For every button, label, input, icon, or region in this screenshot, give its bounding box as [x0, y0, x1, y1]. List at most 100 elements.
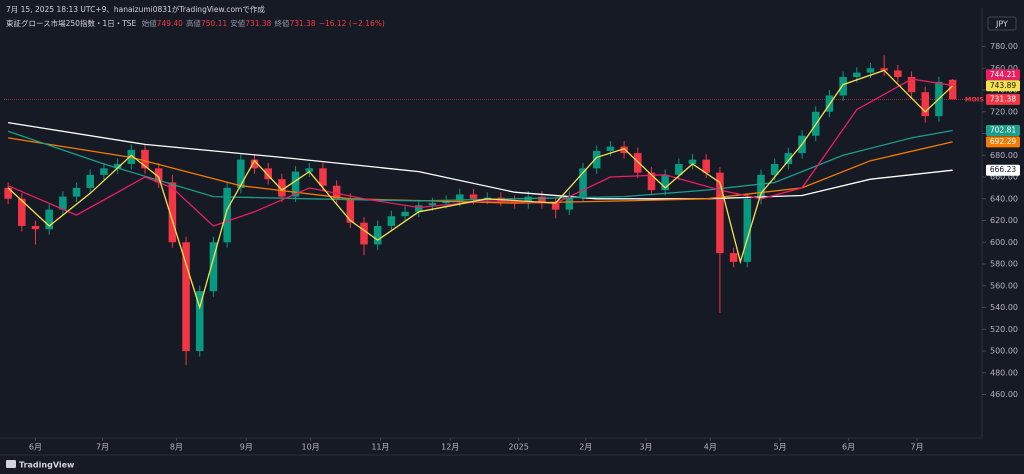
caption: 7月 15, 2025 18:13 UTC+9、hanaizumi0831がTr…: [6, 5, 265, 14]
candle-body: [469, 194, 478, 199]
y-tick-label: 460.00: [990, 390, 1018, 399]
y-tick-label: 580.00: [990, 260, 1018, 269]
price-label: 692.29: [990, 137, 1016, 146]
y-tick-label: 480.00: [990, 368, 1018, 377]
candle-body: [743, 198, 752, 262]
price-label: 702.81: [990, 125, 1016, 134]
y-tick-label: 680.00: [990, 151, 1018, 160]
ohlc-label: 終値: [274, 19, 290, 28]
price-label: 743.89: [990, 81, 1016, 90]
candle-body: [907, 76, 916, 93]
candle-body: [332, 185, 341, 199]
y-tick-label: 620.00: [990, 216, 1018, 225]
candle-body: [141, 149, 149, 169]
candle-body: [866, 68, 875, 73]
x-tick-label: 10月: [302, 443, 320, 452]
candle-body: [661, 174, 669, 191]
x-tick-label: 8月: [170, 443, 183, 452]
candle-body: [373, 225, 382, 245]
candle-body: [291, 171, 300, 197]
candle-body: [113, 163, 122, 169]
candle-body: [401, 211, 409, 217]
y-tick-label: 560.00: [990, 281, 1018, 290]
candle-body: [524, 196, 533, 204]
y-tick-label: 540.00: [990, 303, 1018, 312]
symbol: 東証グロース市場250指数・1日・TSE: [6, 19, 137, 28]
x-tick-label: 6月: [29, 443, 42, 452]
candle-body: [428, 203, 437, 206]
candle-body: [346, 198, 355, 223]
candle-body: [278, 179, 286, 197]
candle-body: [784, 153, 793, 164]
candle-body: [606, 146, 615, 151]
candle-body: [223, 187, 231, 243]
candle-body: [100, 168, 108, 175]
candle-body: [154, 168, 163, 183]
x-tick-label: 6月: [842, 443, 855, 452]
brand-logo: [6, 460, 16, 468]
y-tick-label: 760.00: [990, 64, 1018, 73]
symbol-legend: 東証グロース市場250指数・1日・TSE 始値749.40 高値750.11 安値7…: [6, 18, 388, 29]
moving-average: [7, 78, 953, 227]
candle-body: [880, 68, 888, 71]
candle-body: [702, 159, 710, 173]
candle-body: [4, 187, 12, 199]
y-tick-label: 720.00: [990, 107, 1018, 116]
candle-body: [360, 222, 368, 245]
price-label-box: [986, 124, 1020, 136]
candle-body: [634, 153, 642, 173]
candle-body: [948, 79, 957, 100]
price-label: 666.23: [990, 165, 1016, 174]
candle-body: [894, 70, 902, 77]
currency: JPY: [995, 20, 1008, 29]
candle-body: [620, 146, 628, 154]
x-tick-label: 2月: [579, 443, 592, 452]
moving-average: [7, 129, 953, 202]
x-tick-label: 5月: [774, 443, 787, 452]
ohlc-value: 749.40: [156, 19, 183, 28]
price-tag: MOIS: [965, 95, 984, 103]
y-tick-label: 600.00: [990, 238, 1018, 247]
price-label-box: [986, 164, 1020, 176]
candle-body: [839, 76, 847, 96]
candle-body: [770, 163, 779, 175]
candle-body: [72, 187, 81, 197]
candle-body: [716, 172, 724, 254]
y-tick-label: 660.00: [990, 173, 1018, 182]
candle-body: [305, 168, 314, 172]
candle-body: [31, 225, 40, 230]
candle-body: [59, 196, 67, 210]
candle-body: [18, 198, 26, 226]
price-label-box: [986, 93, 1020, 105]
currency-box[interactable]: [987, 16, 1017, 31]
change: −16.12 (−2.16%): [318, 19, 385, 28]
price-label-box: [986, 136, 1020, 148]
moving-average: [7, 69, 954, 310]
candle-body: [853, 72, 861, 77]
price-label-box: [986, 80, 1020, 92]
ohlc-value: 750.11: [200, 19, 228, 28]
candle-body: [592, 150, 601, 169]
candle-body: [921, 92, 930, 117]
candle-body: [45, 209, 53, 230]
ohlc-label: 高値: [185, 19, 201, 28]
x-tick-label: 3月: [639, 443, 652, 452]
y-tick-label: 520.00: [990, 325, 1018, 334]
ohlc-label: 始値: [141, 19, 157, 28]
x-tick-label: 12月: [441, 443, 459, 452]
candle-body: [442, 200, 450, 204]
candle-body: [551, 203, 560, 210]
candle-body: [86, 174, 95, 188]
candle-body: [250, 159, 259, 169]
x-tick-label: 9月: [240, 443, 253, 452]
candle-body: [579, 168, 587, 197]
candle-body: [757, 174, 765, 199]
brand: TradingView: [19, 461, 75, 470]
candle-body: [237, 159, 245, 188]
candle-body: [415, 205, 423, 212]
moving-average: [7, 137, 953, 204]
ohlc-value: 731.38: [245, 19, 272, 28]
moving-average: [7, 121, 953, 200]
